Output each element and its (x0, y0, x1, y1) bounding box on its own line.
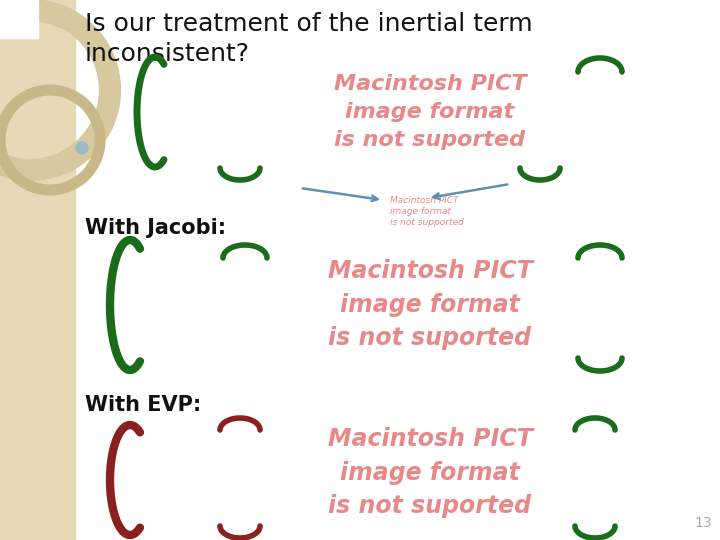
Text: With Jacobi:: With Jacobi: (85, 218, 226, 238)
Text: Macintosh PICT
image format
is not suported: Macintosh PICT image format is not supor… (328, 428, 532, 518)
Bar (0, 0, 75, 540)
Text: 13: 13 (694, 516, 712, 530)
Bar (0, 0, 38, 38)
Text: Macintosh PICT
image format
is not suported: Macintosh PICT image format is not supor… (328, 260, 532, 350)
Text: With EVP:: With EVP: (85, 395, 202, 415)
Text: inconsistent?: inconsistent? (85, 42, 250, 66)
Circle shape (76, 142, 88, 154)
Text: Macintosh PICT
image format
is not suported: Macintosh PICT image format is not supor… (333, 74, 526, 150)
Text: Is our treatment of the inertial term: Is our treatment of the inertial term (85, 12, 533, 36)
Text: Macintosh PICT
image format
is not supported: Macintosh PICT image format is not suppo… (390, 196, 464, 227)
